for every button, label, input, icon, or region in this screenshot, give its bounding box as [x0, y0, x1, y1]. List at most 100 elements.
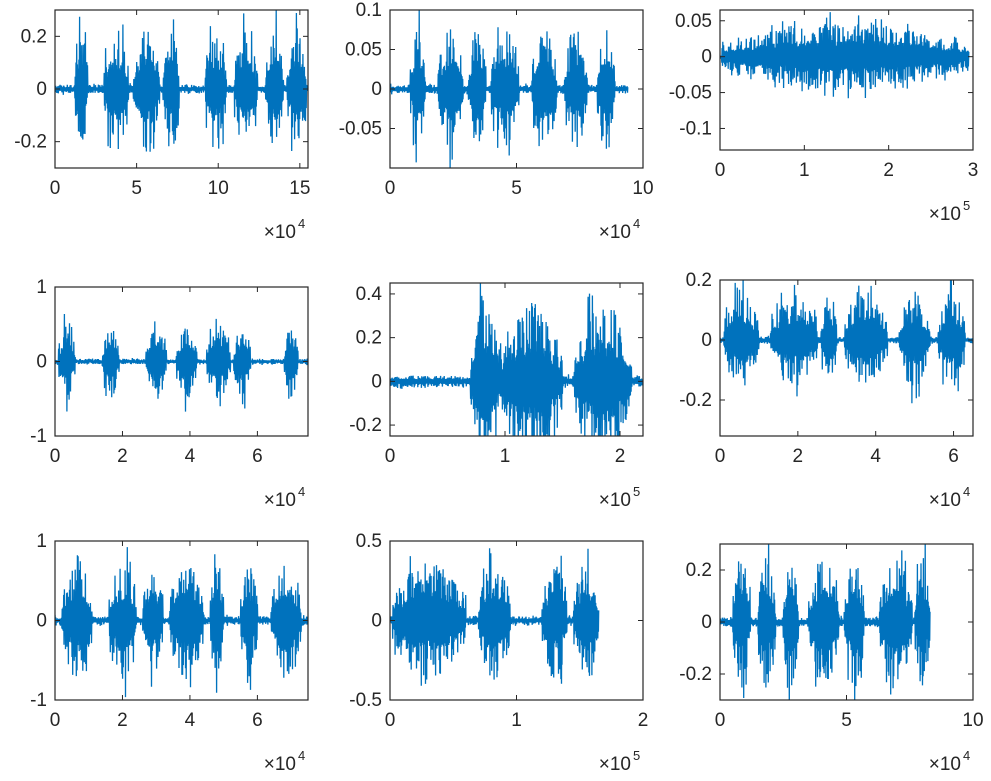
x-tick-label: 1: [799, 160, 810, 181]
x-exponent-label: ×10: [929, 754, 961, 775]
x-tick-label: 10: [208, 178, 229, 199]
x-tick-label: 0: [715, 446, 726, 467]
x-exponent-power: 4: [963, 484, 970, 499]
x-tick-label: 15: [289, 178, 310, 199]
x-tick-label: 1: [511, 710, 522, 731]
y-tick-label: -0.05: [669, 83, 712, 104]
x-exponent-power: 5: [633, 748, 640, 763]
x-tick-label: 6: [252, 446, 263, 467]
y-tick-label: 0.2: [356, 328, 382, 349]
x-tick-label: 3: [968, 160, 979, 181]
y-tick-label: 0.05: [675, 11, 712, 32]
axes-box: [389, 282, 644, 437]
waveform-series-4: [55, 313, 308, 412]
x-exponent-label: ×10: [264, 754, 296, 775]
x-tick-label: 0: [715, 160, 726, 181]
y-tick-label: -0.2: [14, 132, 47, 153]
y-tick-label: 0: [701, 47, 712, 68]
y-tick-label: 0: [371, 611, 382, 632]
x-exponent-label: ×10: [929, 490, 961, 511]
x-tick-label: 6: [948, 446, 959, 467]
y-tick-label: 0.2: [686, 270, 712, 291]
x-tick-label: 5: [511, 178, 522, 199]
y-tick-label: -1: [30, 426, 47, 447]
x-tick-label: 0: [50, 710, 61, 731]
x-tick-label: 10: [962, 710, 983, 731]
x-exponent-label: ×10: [929, 204, 961, 225]
subplot-2: 0 5 10 0.1 0.05 0 -0.05 ×10 4: [339, 0, 654, 243]
x-tick-label: 4: [185, 710, 196, 731]
y-tick-label: 0: [701, 612, 712, 633]
x-tick-label: 0: [385, 178, 396, 199]
subplot-8: 0 1 20.50-0.5×10 5: [349, 531, 648, 775]
y-tick-label: -0.2: [349, 415, 382, 436]
x-exponent-power: 4: [963, 748, 970, 763]
x-exponent-label: ×10: [599, 222, 631, 243]
y-tick-label: 0.5: [356, 531, 382, 552]
x-tick-label: 6: [252, 710, 263, 731]
x-tick-label: 4: [185, 446, 196, 467]
y-tick-label: -0.2: [679, 664, 712, 685]
y-tick-label: -0.1: [679, 118, 712, 139]
y-tick-label: 0: [371, 79, 382, 100]
subplot-4: 0 2 4 610-1×10 4: [30, 277, 309, 511]
y-tick-label: 0: [371, 371, 382, 392]
waveform-series-5: [390, 283, 643, 436]
waveform-series-6: [720, 280, 973, 404]
x-tick-label: 5: [131, 178, 142, 199]
waveform-series-3: [720, 12, 970, 99]
subplot-5: 0 1 20.40.20-0.2×10 5: [349, 282, 644, 511]
x-tick-label: 2: [883, 160, 894, 181]
y-tick-label: 0: [36, 611, 47, 632]
x-tick-label: 0: [385, 710, 396, 731]
x-exponent-power: 5: [963, 198, 970, 213]
y-tick-label: 1: [36, 277, 47, 298]
y-tick-label: -0.05: [339, 119, 382, 140]
waveform-series-2: [390, 10, 629, 168]
x-tick-label: 2: [615, 446, 626, 467]
y-tick-label: 0: [36, 79, 47, 100]
y-tick-label: 0.2: [21, 26, 47, 47]
y-tick-label: -1: [30, 690, 47, 711]
x-tick-label: 2: [117, 710, 128, 731]
x-tick-label: 5: [841, 710, 852, 731]
x-tick-label: 1: [500, 446, 511, 467]
y-tick-label: 0.4: [356, 284, 383, 305]
x-tick-label: 2: [117, 446, 128, 467]
axes-box: [719, 279, 974, 437]
subplot-7: 0 2 4 610-1×10 4: [30, 531, 309, 775]
x-tick-label: 0: [715, 710, 726, 731]
y-tick-label: -0.5: [349, 690, 382, 711]
x-exponent-power: 4: [298, 484, 305, 499]
x-exponent-label: ×10: [599, 490, 631, 511]
x-exponent-power: 4: [633, 216, 640, 231]
y-tick-label: 0: [701, 330, 712, 351]
waveform-series-9: [720, 544, 931, 700]
waveform-series-1: [55, 10, 308, 152]
x-tick-label: 0: [50, 446, 61, 467]
x-exponent-label: ×10: [264, 222, 296, 243]
subplot-1: 0 5 10 15 0.2 0 -0.2 ×10 4: [14, 9, 310, 243]
y-tick-label: -0.2: [679, 390, 712, 411]
x-tick-label: 0: [50, 178, 61, 199]
waveform-series-7: [55, 547, 308, 698]
y-tick-label: 0.1: [356, 0, 382, 21]
x-tick-label: 2: [638, 710, 649, 731]
subplot-9: 0 5 10 0.2 0 -0.2 ×10 4: [679, 543, 984, 775]
y-tick-label: 1: [36, 531, 47, 552]
x-exponent-power: 5: [633, 484, 640, 499]
x-tick-label: 10: [632, 178, 653, 199]
axes-box: [719, 9, 974, 151]
x-tick-label: 0: [385, 446, 396, 467]
y-tick-label: 0.05: [345, 40, 382, 61]
y-tick-label: 0: [36, 352, 47, 373]
waveform-series-8: [390, 548, 600, 686]
x-exponent-label: ×10: [264, 490, 296, 511]
x-exponent-power: 4: [298, 748, 305, 763]
y-tick-label: 0.2: [686, 560, 712, 581]
subplot-6: 0 2 4 60.20-0.2×10 4: [679, 270, 974, 511]
x-tick-label: 2: [793, 446, 804, 467]
subplot-3: 0 1 2 3 0.05 0 -0.05 -0.1 ×10 5: [669, 9, 979, 225]
x-exponent-label: ×10: [599, 754, 631, 775]
